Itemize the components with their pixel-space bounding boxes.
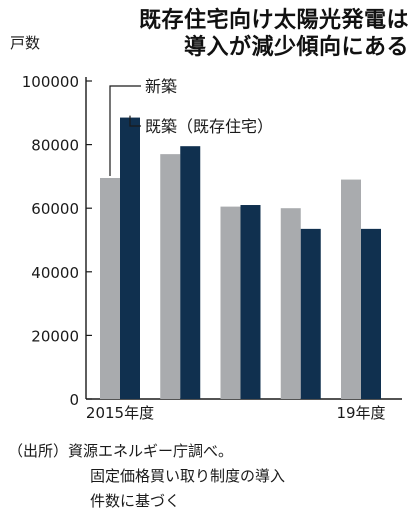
bar-existing-home — [180, 146, 201, 399]
chart-title-line-1: 既存住宅向け太陽光発電は — [138, 8, 409, 33]
x-tick-label: 19年度 — [336, 404, 385, 422]
bar-new-build — [160, 154, 181, 399]
bar-existing-home — [240, 205, 261, 399]
legend-label-existing-home: 既築（既存住宅） — [145, 117, 273, 136]
y-tick-label: 0 — [69, 391, 79, 409]
bar-new-build — [100, 177, 120, 399]
y-tick-label: 20000 — [31, 327, 79, 345]
bar-existing-home — [120, 117, 140, 399]
y-tick-label: 100000 — [22, 73, 79, 91]
bar-new-build — [341, 179, 361, 399]
y-axis-label: 戸数 — [10, 34, 40, 52]
legend-leader-existing-home — [129, 115, 141, 127]
bar-existing-home — [300, 228, 321, 399]
bar-new-build — [220, 206, 241, 399]
legend-leader-new-build — [109, 85, 141, 176]
chart-title-line-2: 導入が減少傾向にある — [183, 35, 409, 60]
source-line-2: 固定価格買い取り制度の導入 — [90, 467, 286, 485]
y-tick-label: 40000 — [31, 264, 79, 282]
source-line-3: 件数に基づく — [90, 492, 181, 510]
x-tick-label: 2015年度 — [86, 404, 154, 422]
y-tick-label: 80000 — [31, 137, 79, 155]
source-line-1: （出所）資源エネルギー庁調べ。 — [8, 442, 234, 460]
bar-new-build — [280, 208, 301, 399]
bar-existing-home — [361, 228, 381, 399]
y-tick-label: 60000 — [31, 200, 79, 218]
legend-label-new-build: 新築 — [145, 77, 177, 96]
